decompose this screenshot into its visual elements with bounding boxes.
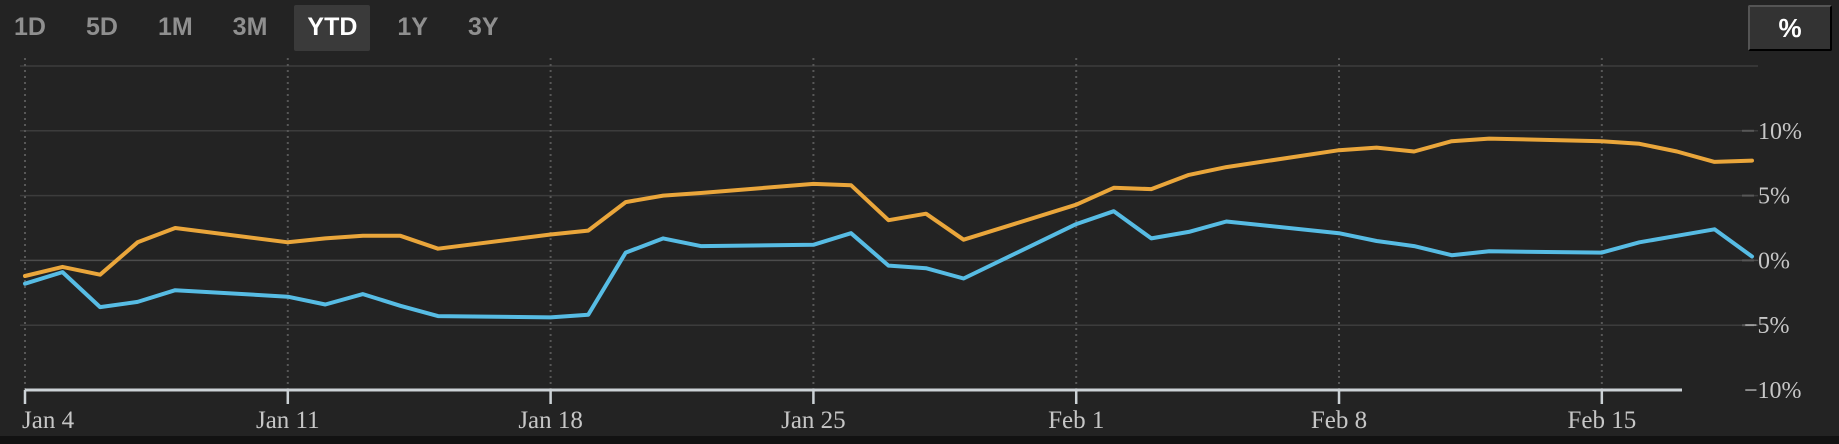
x-tick-label-feb-15: Feb 15	[1567, 407, 1636, 434]
percent-unit-toggle-button[interactable]: %	[1748, 5, 1832, 51]
time-range-toolbar: 1D 5D 1M 3M YTD 1Y 3Y	[0, 0, 1719, 61]
y-tick-label-0: 0%	[1758, 248, 1790, 274]
x-tick-label-feb-8: Feb 8	[1311, 407, 1367, 434]
y-tick-label--5: −5%	[1744, 313, 1790, 339]
range-tab-1d[interactable]: 1D	[1, 5, 59, 51]
x-tick-label-jan-11: Jan 11	[256, 407, 320, 434]
range-tab-5d[interactable]: 5D	[73, 5, 131, 51]
orange-series-line	[23, 136, 1754, 278]
range-tab-3m[interactable]: 3M	[220, 5, 281, 51]
range-tab-1m[interactable]: 1M	[145, 5, 206, 51]
bottom-panel-edge	[0, 436, 1839, 444]
y-tick-label-10: 10%	[1758, 119, 1802, 145]
x-tick-label-jan-18: Jan 18	[518, 407, 583, 434]
range-tab-1y[interactable]: 1Y	[384, 5, 441, 51]
x-tick-label-jan-25: Jan 25	[781, 407, 846, 434]
range-tab-ytd[interactable]: YTD	[294, 5, 371, 51]
x-tick-label-feb-1: Feb 1	[1048, 407, 1104, 434]
blue-series-line	[23, 209, 1754, 320]
y-tick-label--10: −10%	[1744, 378, 1802, 404]
range-tab-3y[interactable]: 3Y	[455, 5, 512, 51]
x-tick-label-jan-4: Jan 4	[22, 407, 75, 434]
y-tick-label-5: 5%	[1758, 184, 1790, 210]
